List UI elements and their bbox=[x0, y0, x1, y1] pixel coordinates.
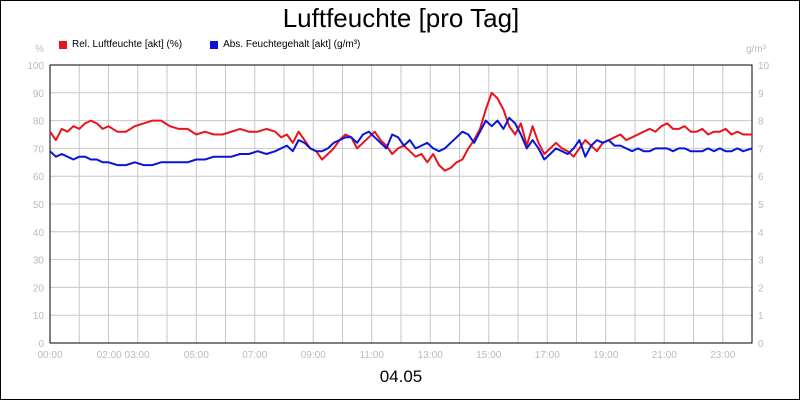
chart-title: Luftfeuchte [pro Tag] bbox=[282, 3, 520, 33]
x-tick-label: 21:00 bbox=[652, 350, 677, 361]
y-right-tick-label: 0 bbox=[758, 339, 764, 350]
y-left-tick-label: 100 bbox=[27, 61, 44, 72]
x-tick-label: 19:00 bbox=[593, 350, 618, 361]
y-right-tick-label: 9 bbox=[758, 89, 764, 100]
x-tick-label: 11:00 bbox=[360, 350, 385, 361]
plot-border bbox=[49, 64, 753, 344]
y-left-tick-label: 0 bbox=[38, 339, 44, 350]
y-right-unit: g/m³ bbox=[746, 44, 767, 55]
y-right-tick-label: 1 bbox=[758, 311, 764, 322]
x-tick-label: 13:00 bbox=[418, 350, 443, 361]
y-right-tick-label: 6 bbox=[758, 172, 764, 183]
y-right-tick-label: 7 bbox=[758, 144, 764, 155]
y-left-tick-label: 90 bbox=[33, 89, 45, 100]
x-tick-label: 09:00 bbox=[301, 350, 326, 361]
legend: Rel. Luftfeuchte [akt] (%) Abs. Feuchteg… bbox=[59, 39, 360, 50]
y-left-tick-label: 30 bbox=[33, 256, 45, 267]
x-tick-label: 05:00 bbox=[184, 350, 209, 361]
y-left-tick-label: 40 bbox=[33, 228, 45, 239]
date-label: 04.05 bbox=[379, 367, 423, 386]
y-left-tick-label: 10 bbox=[33, 311, 45, 322]
y-left-tick-label: 80 bbox=[33, 117, 45, 128]
y-right-tick-label: 2 bbox=[758, 283, 764, 294]
x-tick-label: 23:00 bbox=[710, 350, 735, 361]
legend-label-rel-humidity: Rel. Luftfeuchte [akt] (%) bbox=[72, 39, 183, 50]
y-right-tick-label: 10 bbox=[758, 61, 770, 72]
legend-swatch-abs-humidity bbox=[210, 40, 219, 49]
legend-label-abs-humidity: Abs. Feuchtegehalt [akt] (g/m³) bbox=[223, 39, 361, 50]
legend-item-abs-humidity: Abs. Feuchtegehalt [akt] (g/m³) bbox=[210, 39, 360, 50]
y-left-tick-label: 60 bbox=[33, 172, 45, 183]
x-tick-label: 07:00 bbox=[242, 350, 267, 361]
x-tick-label: 02:00 03:00 bbox=[97, 350, 150, 361]
y-left-tick-label: 70 bbox=[33, 144, 45, 155]
legend-item-rel-humidity: Rel. Luftfeuchte [akt] (%) bbox=[59, 39, 182, 50]
x-tick-label: 17:00 bbox=[535, 350, 560, 361]
y-left-unit: % bbox=[35, 44, 44, 55]
y-left-tick-label: 50 bbox=[33, 200, 45, 211]
x-tick-label: 15:00 bbox=[476, 350, 501, 361]
x-tick-label: 00:00 bbox=[37, 350, 62, 361]
y-right-tick-label: 8 bbox=[758, 117, 764, 128]
legend-swatch-rel-humidity bbox=[59, 40, 67, 49]
y-right-tick-label: 4 bbox=[758, 228, 764, 239]
y-left-tick-label: 20 bbox=[33, 283, 45, 294]
series-line-0 bbox=[49, 91, 752, 172]
series-line-1 bbox=[49, 116, 753, 167]
y-right-tick-label: 5 bbox=[758, 200, 764, 211]
y-right-tick-label: 3 bbox=[758, 256, 764, 267]
